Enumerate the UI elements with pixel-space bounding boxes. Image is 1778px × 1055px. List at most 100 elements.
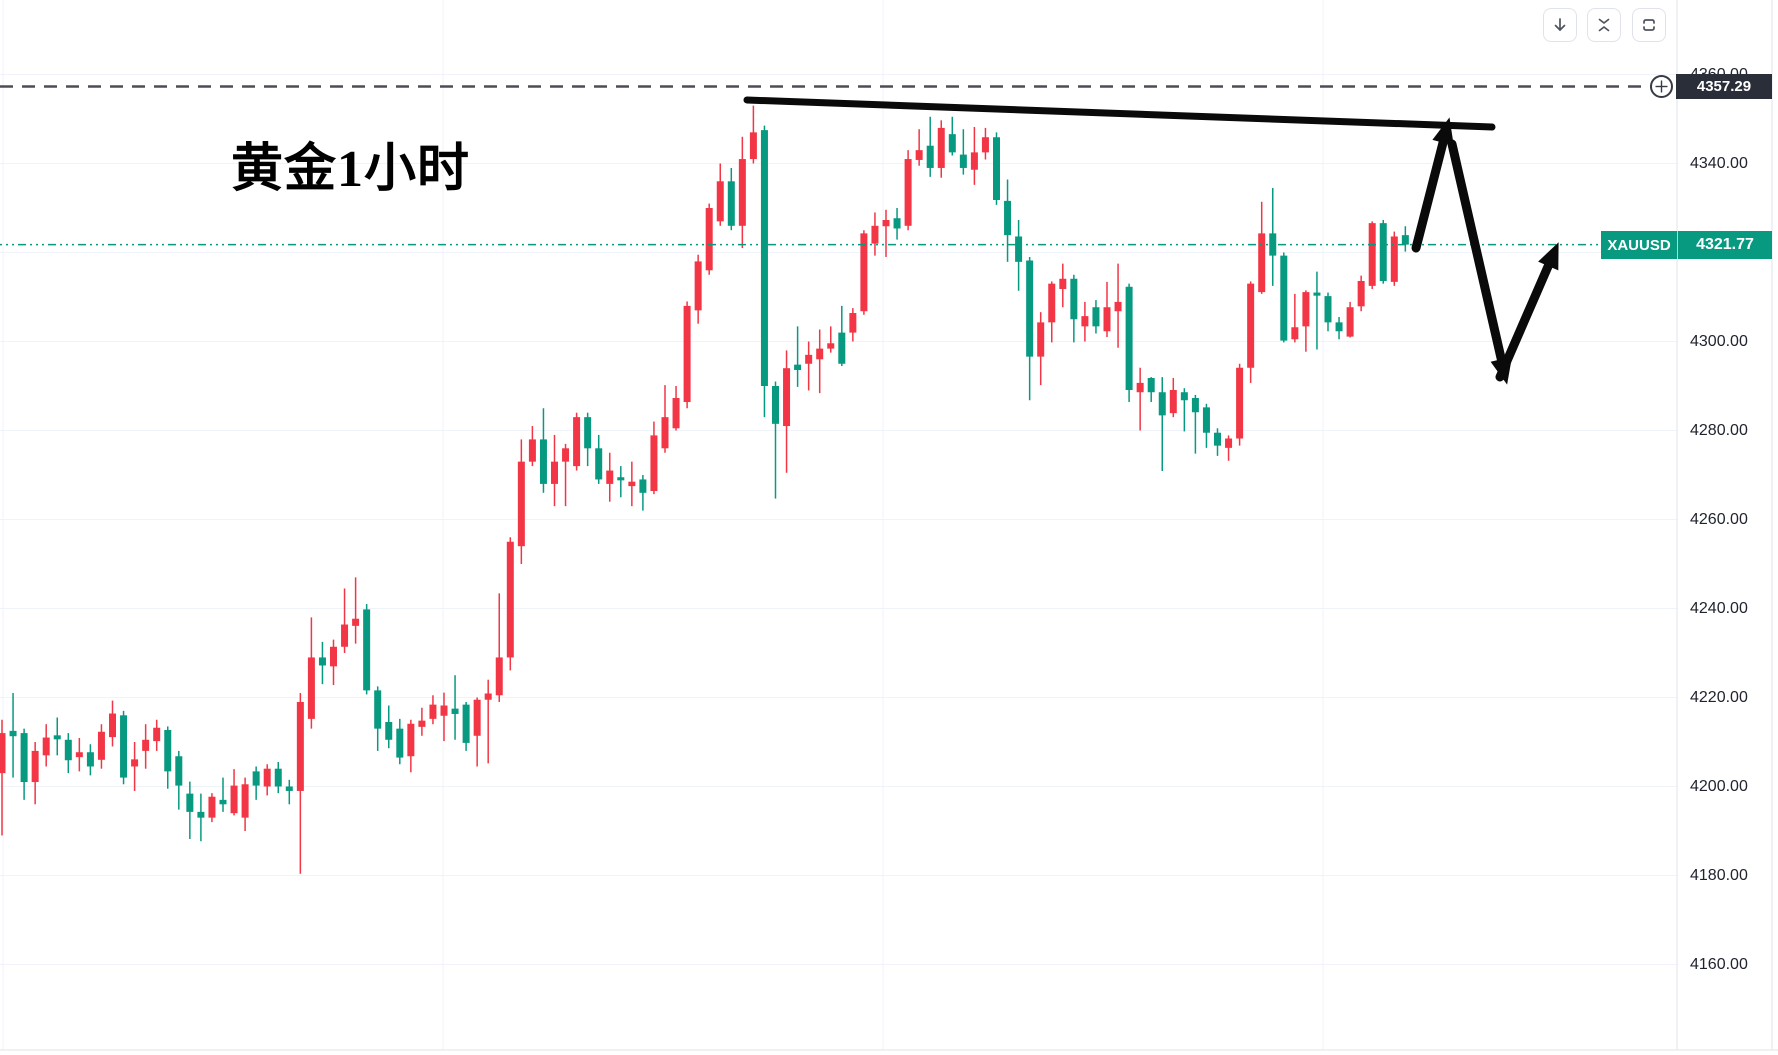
candle-body (1125, 286, 1133, 391)
candle (484, 679, 492, 764)
collapse-button[interactable] (1587, 8, 1621, 42)
resistance-price-badge: 4357.29 (1676, 74, 1772, 99)
candle (1125, 283, 1133, 403)
candle-body (1225, 438, 1233, 448)
candle-body (628, 481, 636, 487)
candle (849, 308, 857, 342)
candle (142, 724, 150, 769)
candle-body (307, 657, 315, 719)
candle (263, 764, 271, 796)
candle-body (716, 181, 724, 222)
candle-body (1004, 200, 1012, 236)
candle (661, 385, 669, 453)
symbol-badge: XAUUSD (1601, 231, 1678, 259)
candle-body (584, 417, 592, 449)
candle-body (948, 134, 956, 153)
candle (318, 641, 326, 685)
analysis-drawings[interactable] (743, 96, 1559, 385)
resistance-trendline (743, 96, 1496, 131)
candle-body (1313, 292, 1321, 296)
candle-body (1247, 283, 1255, 368)
candle (528, 426, 536, 467)
candle-body (142, 739, 150, 751)
candle (683, 301, 691, 409)
candle-body (827, 343, 835, 349)
projection-arrow-head (1538, 242, 1559, 271)
candle (1313, 271, 1321, 350)
candle (904, 150, 912, 231)
candle (120, 710, 128, 785)
candle-body (131, 759, 139, 767)
candle-body (252, 771, 260, 786)
candle (1004, 179, 1012, 262)
candle (363, 604, 371, 695)
candlesticks (0, 105, 1409, 874)
candle (97, 724, 105, 769)
candle (970, 127, 978, 185)
reset-view-button[interactable] (1632, 8, 1666, 42)
candle (1346, 301, 1354, 338)
candle (650, 421, 658, 495)
candle (109, 700, 116, 747)
candle-body (153, 727, 161, 742)
candle (197, 793, 205, 842)
candle-body (993, 137, 1000, 200)
candle-body (208, 796, 216, 818)
candle (473, 697, 481, 767)
candle (1368, 221, 1376, 289)
candle (1048, 281, 1056, 343)
candle-body (1335, 322, 1343, 332)
candle (307, 617, 315, 729)
candle (1214, 428, 1221, 456)
crosshair-marker-icon (1650, 75, 1673, 98)
candle-body (683, 305, 691, 403)
candle (429, 695, 437, 725)
candle-body (672, 398, 680, 429)
candle-body (1015, 236, 1023, 262)
scroll-down-button[interactable] (1543, 8, 1577, 42)
candle (208, 793, 216, 823)
candle (131, 742, 139, 791)
candle-body (937, 127, 945, 168)
candle (716, 163, 724, 226)
candle (385, 705, 393, 749)
candle-body (120, 715, 128, 778)
candle (727, 167, 735, 231)
candle-body (760, 130, 768, 386)
candle-body (330, 646, 337, 667)
candle-body (1103, 307, 1111, 332)
candle (1169, 377, 1177, 418)
candle (606, 452, 614, 502)
candle-body (661, 417, 669, 449)
candle-body (1147, 377, 1155, 393)
candle-body (285, 786, 293, 791)
candle (794, 326, 802, 387)
candle (517, 439, 525, 564)
candle-body (97, 731, 105, 760)
candle-body (219, 799, 227, 805)
reset-view-icon (1643, 19, 1655, 31)
candle-body (1202, 407, 1210, 433)
candle-body (573, 417, 581, 467)
candle-body (694, 261, 702, 311)
candle (1357, 275, 1365, 312)
candle (838, 305, 846, 366)
candle (407, 719, 415, 773)
candle (893, 208, 901, 240)
candle (595, 434, 603, 484)
candle-body (1379, 223, 1387, 281)
candle-body (606, 470, 614, 484)
candle-body (418, 720, 426, 727)
candle-body (904, 159, 912, 226)
candle (440, 692, 448, 742)
candle (1015, 220, 1023, 291)
candle-body (109, 713, 116, 738)
candle-body (849, 313, 857, 333)
candle (42, 724, 50, 767)
candle-body (1169, 390, 1177, 414)
candle-body (1158, 392, 1166, 416)
candle (274, 762, 282, 794)
candle-body (595, 448, 603, 480)
